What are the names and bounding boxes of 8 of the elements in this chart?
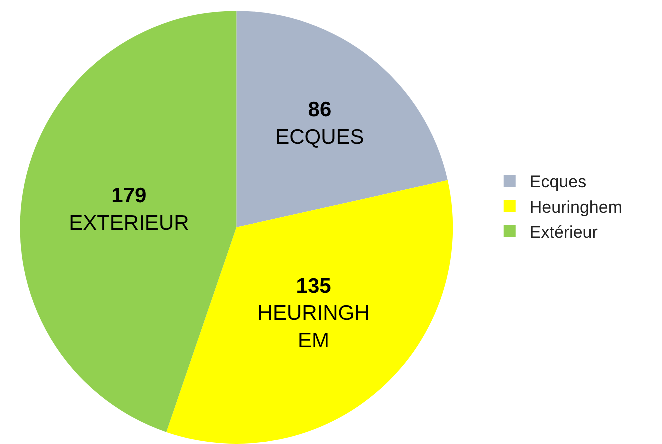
data-label: 179 EXTERIEUR	[69, 184, 190, 235]
data-label: 135 HEURINGHEM	[258, 274, 370, 352]
legend-label: Heuringhem	[530, 198, 622, 217]
legend-label: Ecques	[530, 172, 587, 192]
legend-label: Extérieur	[530, 222, 598, 242]
pie-slice	[236, 11, 448, 228]
pie-slice	[20, 11, 237, 432]
data-label: 86 ECQUES	[276, 98, 364, 149]
